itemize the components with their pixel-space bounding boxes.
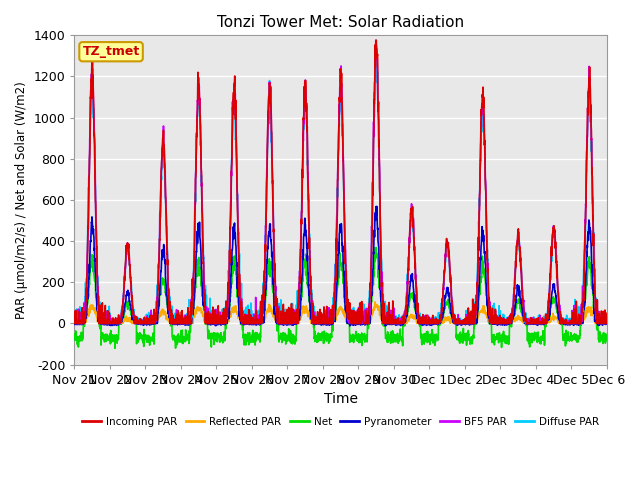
Diffuse PAR — [368, 240, 376, 246]
Line: Incoming PAR: Incoming PAR — [74, 40, 607, 324]
Line: Net: Net — [74, 248, 607, 348]
Net — [603, 333, 611, 339]
BF5 PAR — [603, 320, 611, 325]
Net — [556, 321, 564, 327]
Pyranometer — [556, 321, 564, 326]
Diffuse PAR — [70, 320, 78, 326]
Diffuse PAR — [496, 320, 504, 325]
Diffuse PAR — [603, 317, 611, 323]
Incoming PAR — [572, 314, 579, 320]
Pyranometer — [496, 321, 504, 327]
Net — [572, 334, 579, 339]
Reflected PAR — [368, 313, 376, 319]
Pyranometer — [219, 322, 227, 327]
Incoming PAR — [496, 321, 504, 326]
Text: TZ_tmet: TZ_tmet — [83, 45, 140, 58]
Incoming PAR — [356, 312, 364, 317]
BF5 PAR — [70, 320, 78, 326]
Diffuse PAR — [556, 312, 564, 318]
Pyranometer — [572, 321, 579, 326]
Reflected PAR — [603, 318, 611, 324]
BF5 PAR — [72, 321, 79, 326]
BF5 PAR — [372, 37, 380, 43]
Net — [70, 332, 78, 338]
BF5 PAR — [572, 317, 579, 323]
Net — [372, 245, 380, 251]
Incoming PAR — [71, 321, 79, 326]
BF5 PAR — [556, 313, 564, 319]
Diffuse PAR — [220, 307, 227, 313]
Diffuse PAR — [373, 46, 381, 52]
Reflected PAR — [71, 321, 79, 326]
Y-axis label: PAR (μmol/m2/s) / Net and Solar (W/m2): PAR (μmol/m2/s) / Net and Solar (W/m2) — [15, 81, 28, 319]
Pyranometer — [70, 322, 78, 327]
Reflected PAR — [371, 299, 379, 305]
Legend: Incoming PAR, Reflected PAR, Net, Pyranometer, BF5 PAR, Diffuse PAR: Incoming PAR, Reflected PAR, Net, Pyrano… — [78, 413, 604, 431]
Line: Reflected PAR: Reflected PAR — [74, 302, 607, 324]
Reflected PAR — [356, 321, 364, 326]
Diffuse PAR — [356, 319, 364, 325]
Reflected PAR — [556, 320, 564, 325]
Diffuse PAR — [71, 321, 79, 326]
Title: Tonzi Tower Met: Solar Radiation: Tonzi Tower Met: Solar Radiation — [217, 15, 464, 30]
Incoming PAR — [70, 316, 78, 322]
Reflected PAR — [572, 319, 579, 325]
Net — [220, 335, 227, 341]
Line: Pyranometer: Pyranometer — [74, 206, 607, 326]
Diffuse PAR — [572, 297, 579, 302]
Pyranometer — [603, 320, 611, 325]
Incoming PAR — [603, 316, 611, 322]
BF5 PAR — [220, 319, 227, 325]
Net — [368, 299, 376, 304]
Incoming PAR — [556, 312, 564, 318]
BF5 PAR — [356, 311, 364, 317]
Line: Diffuse PAR: Diffuse PAR — [74, 49, 607, 324]
Incoming PAR — [368, 244, 376, 250]
Pyranometer — [346, 323, 354, 329]
Incoming PAR — [372, 37, 380, 43]
Pyranometer — [356, 321, 364, 327]
BF5 PAR — [496, 321, 504, 326]
Line: BF5 PAR: BF5 PAR — [74, 40, 607, 324]
Net — [496, 332, 504, 338]
Reflected PAR — [220, 321, 227, 326]
Reflected PAR — [70, 317, 78, 323]
BF5 PAR — [368, 223, 376, 229]
Net — [111, 346, 119, 351]
Pyranometer — [368, 290, 376, 296]
Net — [356, 332, 364, 337]
Pyranometer — [373, 204, 381, 209]
Incoming PAR — [220, 310, 227, 316]
X-axis label: Time: Time — [324, 392, 358, 406]
Reflected PAR — [496, 321, 504, 326]
